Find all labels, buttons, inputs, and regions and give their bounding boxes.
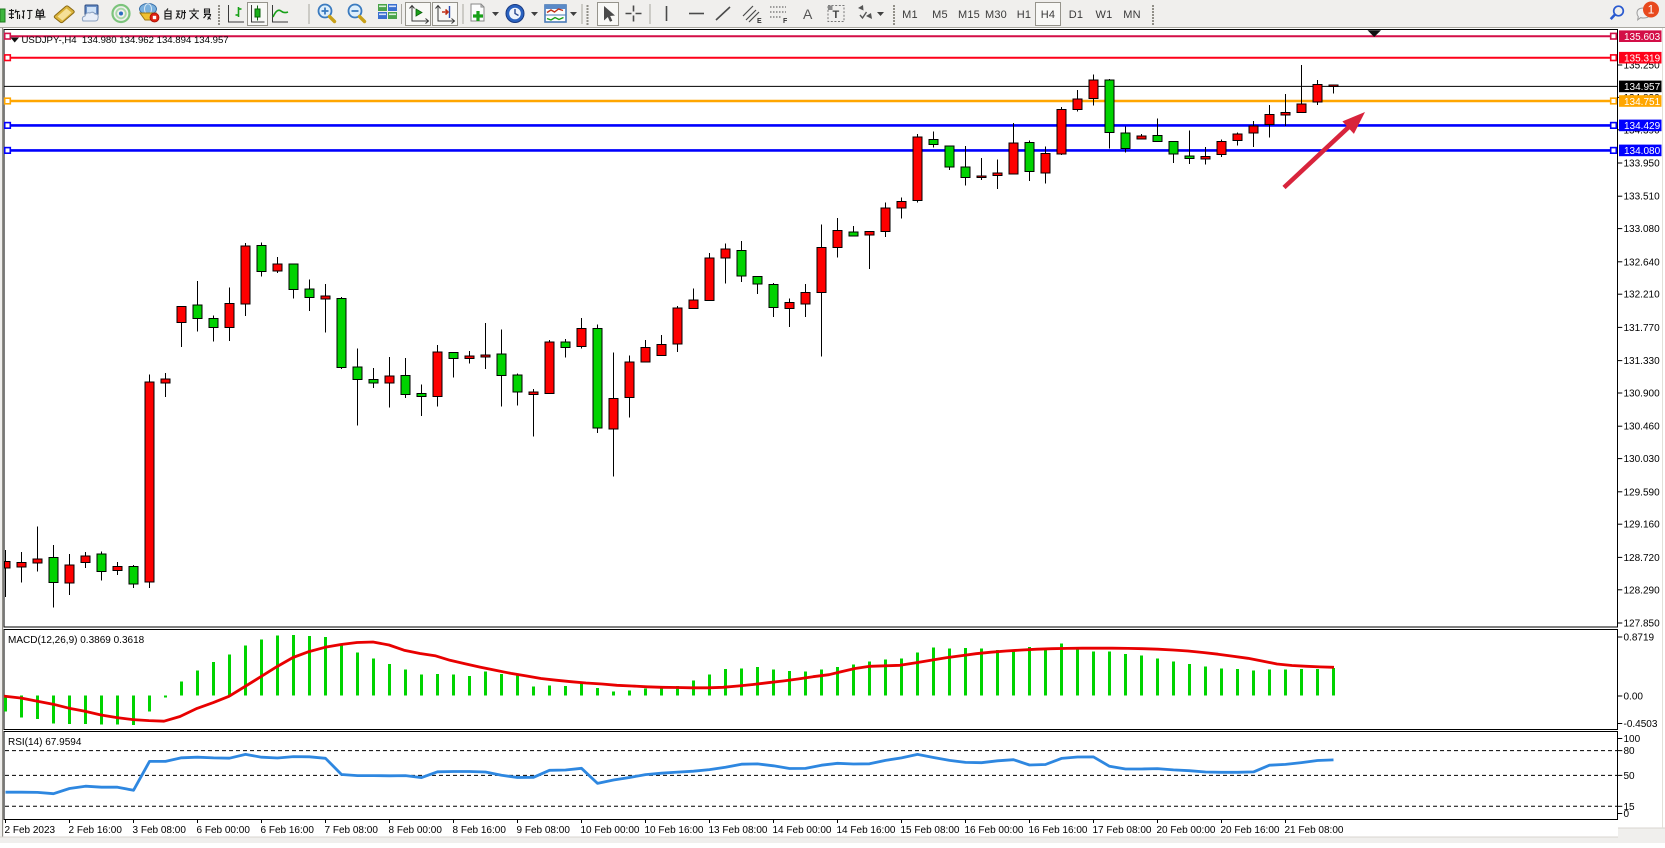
svg-text:14 Feb 00:00: 14 Feb 00:00 [773,825,832,836]
svg-text:128.290: 128.290 [1624,585,1661,596]
svg-text:0: 0 [1624,809,1630,820]
svg-text:133.510: 133.510 [1624,192,1661,203]
svg-text:M30: M30 [985,9,1007,21]
svg-text:0.8719: 0.8719 [1624,633,1655,644]
svg-text:H4: H4 [1041,9,1055,21]
svg-text:1: 1 [1648,3,1655,17]
svg-text:15: 15 [1624,802,1636,813]
svg-text:16 Feb 00:00: 16 Feb 00:00 [965,825,1024,836]
svg-text:14 Feb 16:00: 14 Feb 16:00 [837,825,896,836]
svg-text:M15: M15 [958,9,980,21]
svg-text:20 Feb 16:00: 20 Feb 16:00 [1221,825,1280,836]
svg-text:50: 50 [1624,771,1636,782]
svg-text:132.210: 132.210 [1624,290,1661,301]
svg-text:135.319: 135.319 [1624,54,1661,65]
svg-text:8 Feb 00:00: 8 Feb 00:00 [389,825,443,836]
svg-text:16 Feb 16:00: 16 Feb 16:00 [1029,825,1088,836]
svg-text:132.640: 132.640 [1624,257,1661,268]
svg-text:F: F [783,18,788,25]
svg-text:134.429: 134.429 [1624,121,1661,132]
svg-text:15 Feb 08:00: 15 Feb 08:00 [901,825,960,836]
svg-text:M1: M1 [902,9,918,21]
svg-text:RSI(14) 67.9594: RSI(14) 67.9594 [8,737,82,748]
svg-text:W1: W1 [1096,9,1113,21]
svg-text:MACD(12,26,9) 0.3869 0.3618: MACD(12,26,9) 0.3869 0.3618 [8,635,145,646]
svg-text:135.250: 135.250 [1624,61,1661,72]
svg-text:130.030: 130.030 [1624,454,1661,465]
svg-text:USDJPY-,H4 134.980 134.962 13: USDJPY-,H4 134.980 134.962 134.894 134.9… [22,35,229,46]
svg-text:127.850: 127.850 [1624,619,1661,630]
svg-text:2 Feb 16:00: 2 Feb 16:00 [69,825,123,836]
svg-text:134.080: 134.080 [1624,146,1661,157]
svg-text:E: E [757,18,762,25]
svg-text:133.080: 133.080 [1624,224,1661,235]
svg-text:128.720: 128.720 [1624,553,1661,564]
svg-text:6 Feb 00:00: 6 Feb 00:00 [197,825,251,836]
svg-text:MN: MN [1123,9,1141,21]
svg-text:17 Feb 08:00: 17 Feb 08:00 [1093,825,1152,836]
svg-text:135.603: 135.603 [1624,32,1661,43]
svg-text:129.160: 129.160 [1624,520,1661,531]
svg-text:133.950: 133.950 [1624,159,1661,170]
svg-text:129.590: 129.590 [1624,487,1661,498]
svg-text:-0.4503: -0.4503 [1624,719,1658,730]
svg-text:A: A [803,6,813,22]
svg-text:T: T [833,9,840,21]
svg-text:0.00: 0.00 [1624,692,1644,703]
svg-text:80: 80 [1624,746,1636,757]
svg-text:10 Feb 00:00: 10 Feb 00:00 [581,825,640,836]
svg-text:H1: H1 [1017,9,1031,21]
svg-text:2 Feb 2023: 2 Feb 2023 [5,825,56,836]
svg-text:M5: M5 [932,9,948,21]
svg-text:8 Feb 16:00: 8 Feb 16:00 [453,825,507,836]
svg-text:6 Feb 16:00: 6 Feb 16:00 [261,825,315,836]
svg-text:13 Feb 08:00: 13 Feb 08:00 [709,825,768,836]
svg-text:7 Feb 08:00: 7 Feb 08:00 [325,825,379,836]
svg-text:134.751: 134.751 [1624,97,1661,108]
svg-text:130.460: 130.460 [1624,422,1661,433]
svg-text:21 Feb 08:00: 21 Feb 08:00 [1285,825,1344,836]
svg-text:130.900: 130.900 [1624,389,1661,400]
svg-text:20 Feb 00:00: 20 Feb 00:00 [1157,825,1216,836]
svg-text:9 Feb 08:00: 9 Feb 08:00 [517,825,571,836]
svg-text:D1: D1 [1069,9,1083,21]
svg-text:131.330: 131.330 [1624,356,1661,367]
svg-text:3 Feb 08:00: 3 Feb 08:00 [133,825,187,836]
svg-text:131.770: 131.770 [1624,323,1661,334]
svg-text:10 Feb 16:00: 10 Feb 16:00 [645,825,704,836]
svg-text:100: 100 [1624,734,1641,745]
svg-text:134.957: 134.957 [1624,82,1661,93]
